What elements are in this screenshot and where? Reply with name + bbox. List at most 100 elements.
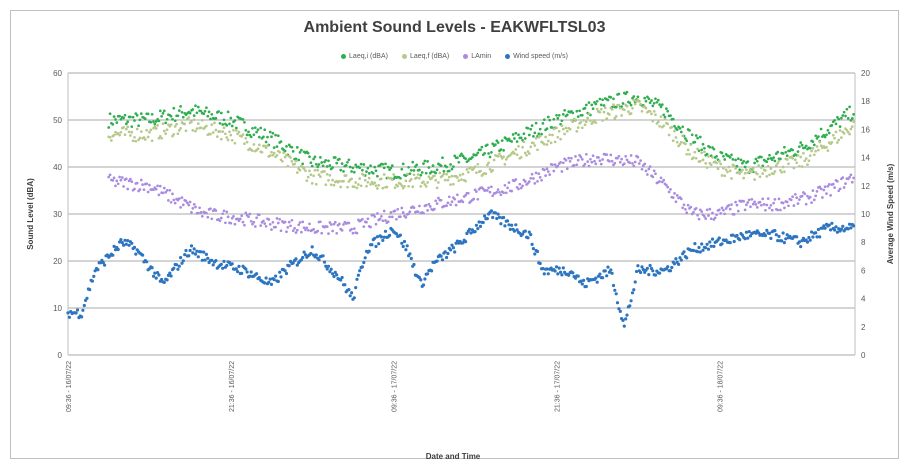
data-point-0 <box>247 130 250 134</box>
data-point-0 <box>154 120 158 123</box>
data-point-1 <box>221 130 225 133</box>
data-point-3 <box>594 276 598 280</box>
data-point-2 <box>221 212 225 216</box>
data-point-3 <box>93 269 97 273</box>
data-point-2 <box>829 194 832 197</box>
data-point-0 <box>514 131 518 135</box>
data-point-2 <box>850 180 854 184</box>
data-point-0 <box>688 129 691 132</box>
data-point-2 <box>560 170 564 173</box>
data-point-2 <box>350 227 353 231</box>
data-point-0 <box>591 107 595 111</box>
data-point-0 <box>658 103 661 106</box>
data-point-3 <box>123 238 127 242</box>
data-point-2 <box>848 175 851 179</box>
data-point-1 <box>108 135 112 139</box>
data-point-0 <box>735 165 739 168</box>
data-point-3 <box>773 229 777 233</box>
data-point-1 <box>574 118 577 122</box>
data-point-2 <box>290 218 294 222</box>
data-point-1 <box>150 139 154 143</box>
data-point-1 <box>582 118 585 122</box>
data-point-0 <box>584 103 588 107</box>
data-point-2 <box>316 229 320 233</box>
data-point-1 <box>802 151 805 155</box>
data-point-1 <box>850 125 854 128</box>
data-point-3 <box>503 224 507 228</box>
data-point-2 <box>287 220 291 224</box>
data-point-2 <box>279 229 283 233</box>
data-point-1 <box>618 106 622 110</box>
data-point-1 <box>377 183 381 187</box>
data-point-0 <box>495 139 499 143</box>
data-point-1 <box>533 144 537 147</box>
data-point-0 <box>499 148 503 151</box>
data-point-0 <box>346 160 349 164</box>
data-point-1 <box>650 112 653 116</box>
data-point-0 <box>245 133 249 137</box>
data-point-3 <box>192 247 196 251</box>
data-point-1 <box>681 134 685 138</box>
data-point-3 <box>354 286 358 290</box>
data-point-1 <box>563 132 566 136</box>
data-point-2 <box>422 211 425 215</box>
data-point-2 <box>437 196 440 200</box>
data-point-0 <box>390 164 394 167</box>
data-point-1 <box>753 178 756 181</box>
data-point-3 <box>621 318 625 322</box>
data-point-1 <box>415 176 419 180</box>
data-point-0 <box>297 158 301 162</box>
data-point-0 <box>684 137 687 140</box>
data-point-2 <box>671 196 675 199</box>
data-point-0 <box>290 145 294 149</box>
data-point-1 <box>392 173 396 176</box>
data-point-0 <box>666 109 670 113</box>
data-point-3 <box>561 266 565 270</box>
data-point-1 <box>131 139 135 143</box>
data-point-0 <box>409 168 413 172</box>
data-point-3 <box>373 236 377 240</box>
data-point-0 <box>532 135 535 138</box>
data-point-0 <box>693 140 697 144</box>
data-point-1 <box>422 180 425 184</box>
data-point-2 <box>255 216 258 220</box>
data-point-2 <box>572 164 576 167</box>
data-point-1 <box>461 172 465 176</box>
data-point-2 <box>427 202 431 206</box>
data-point-1 <box>165 128 169 132</box>
y2-tick-label: 20 <box>861 69 870 78</box>
data-point-2 <box>331 229 334 233</box>
data-point-0 <box>561 113 565 116</box>
data-point-3 <box>439 254 443 258</box>
data-point-1 <box>400 184 404 187</box>
data-point-0 <box>773 159 777 163</box>
data-point-0 <box>229 116 233 120</box>
data-point-3 <box>527 230 531 234</box>
data-point-1 <box>595 107 599 111</box>
data-point-1 <box>631 106 634 110</box>
data-point-2 <box>632 164 636 168</box>
data-point-1 <box>160 136 163 140</box>
data-point-2 <box>408 210 412 214</box>
data-point-2 <box>700 210 704 213</box>
data-point-1 <box>513 152 516 155</box>
data-point-2 <box>389 211 393 214</box>
data-point-1 <box>722 166 725 170</box>
data-point-1 <box>795 161 799 165</box>
data-point-0 <box>754 157 758 161</box>
data-point-2 <box>328 221 332 224</box>
data-point-1 <box>804 157 808 160</box>
data-point-3 <box>634 269 639 274</box>
data-point-0 <box>169 114 173 118</box>
data-point-1 <box>644 106 648 110</box>
data-point-2 <box>428 205 432 208</box>
data-point-1 <box>298 168 302 172</box>
data-point-3 <box>195 249 199 253</box>
data-point-1 <box>312 174 315 178</box>
data-point-0 <box>194 104 197 108</box>
data-point-1 <box>629 112 633 115</box>
data-point-0 <box>339 168 343 172</box>
data-point-3 <box>329 267 333 271</box>
data-point-0 <box>171 117 174 121</box>
data-point-2 <box>115 179 119 183</box>
